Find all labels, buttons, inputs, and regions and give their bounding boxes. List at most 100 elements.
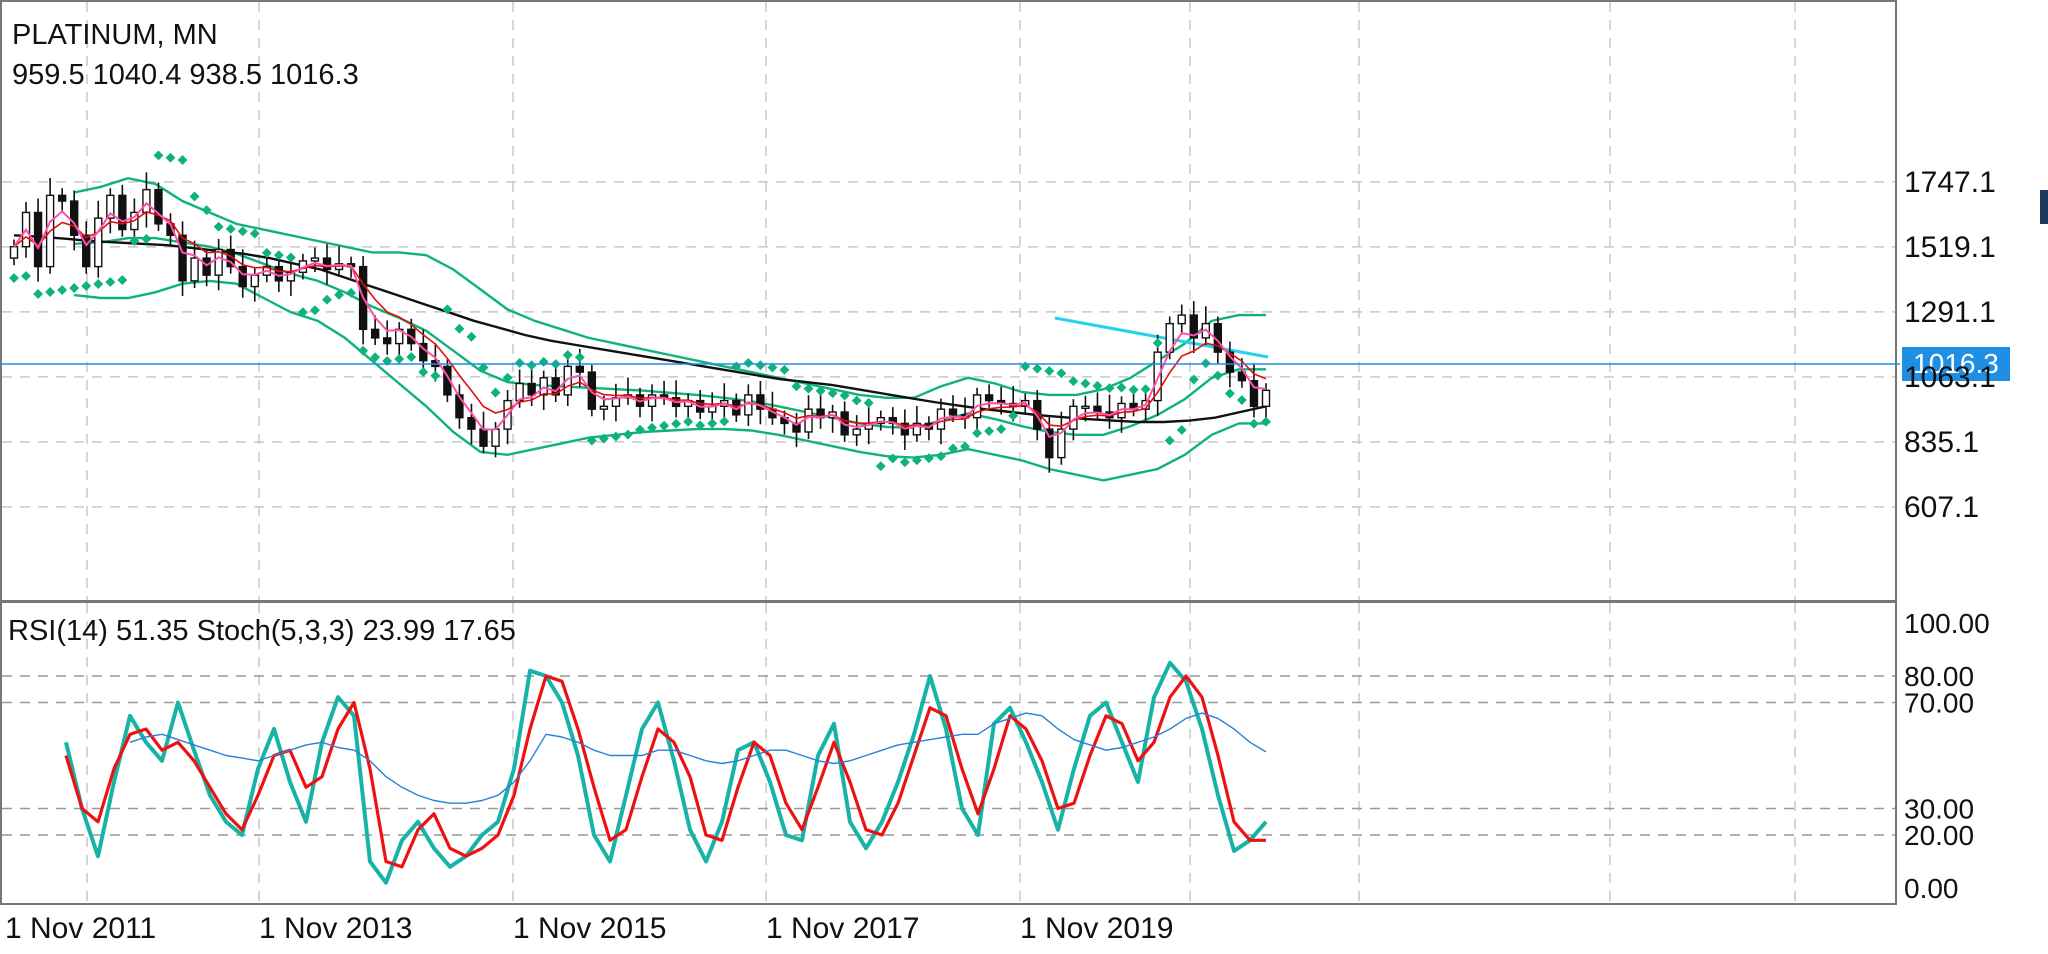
sar-dot [1116, 382, 1127, 393]
sar-dot [743, 358, 754, 368]
indicator-header: RSI(14) 51.35 Stoch(5,3,3) 23.99 17.65 [8, 615, 516, 647]
candle-body-down [527, 382, 536, 396]
sar-dot [177, 155, 188, 165]
sar-dot [899, 457, 910, 468]
sar-dot [1140, 384, 1151, 395]
sar-dot [659, 420, 670, 431]
sar-dot [683, 416, 694, 427]
candle-body-down [455, 394, 464, 419]
indicator-tick-label: 30.00 [1904, 794, 1974, 825]
sar-dot [430, 370, 441, 381]
stoch-d-line [64, 674, 1266, 869]
sar-dot [1188, 374, 1199, 385]
sar-dot [249, 228, 260, 239]
candle-body-down [382, 337, 392, 345]
rsi-line [129, 712, 1267, 804]
sar-dot [466, 331, 477, 342]
stoch-k-line [64, 660, 1268, 885]
candle-body-up [744, 394, 753, 416]
candle-body-down [69, 200, 79, 236]
candle-body-down [948, 408, 958, 416]
sar-dot [261, 247, 272, 258]
sar-dot [141, 234, 152, 244]
indicator-tick-label: 80.00 [1904, 661, 1974, 692]
candle-body-up [1177, 314, 1186, 325]
candle-body-up [142, 188, 151, 214]
sar-dot [647, 422, 657, 433]
sar-dot [454, 323, 465, 334]
sar-dot [1236, 395, 1247, 405]
sar-dot [1164, 435, 1175, 446]
sar-dot [671, 418, 682, 429]
trend-line [1054, 316, 1269, 359]
sar-dot [803, 383, 814, 394]
sar-dot [117, 275, 128, 285]
ema-fast-line [13, 201, 1267, 439]
sar-dot [779, 364, 790, 375]
sar-dot [1152, 338, 1163, 348]
cyan-trendline [1054, 316, 1269, 359]
candle-body-down [82, 234, 91, 268]
moving-averages [13, 201, 1267, 439]
price-tick-label: 1519.1 [1904, 231, 1996, 264]
candle-body-up [599, 405, 609, 410]
sar-dot [695, 420, 706, 431]
candle-body-up [804, 408, 813, 433]
candle-body-down [202, 257, 211, 276]
bollinger-bands [73, 176, 1266, 482]
sar-dot [310, 305, 320, 316]
sar-dot [334, 289, 344, 300]
candle-body-down [33, 211, 43, 268]
candle-body-down [1225, 351, 1235, 373]
sar-dot [358, 345, 369, 356]
sar-dot [370, 352, 381, 363]
main-grid [2, 2, 1895, 600]
ema-red-line [13, 210, 1267, 428]
indicator-tick-label: 20.00 [1904, 820, 1974, 851]
price-axis: 1747.1 1519.1 1291.1 1063.1 835.1 607.1 [1904, 166, 1996, 524]
sar-dot [1044, 366, 1055, 376]
candle-body-down [322, 257, 332, 271]
sar-dot [936, 451, 946, 462]
sar-dot [851, 395, 862, 406]
sar-dot [635, 424, 645, 435]
candle-body-down [984, 394, 994, 402]
sar-dot [1128, 384, 1139, 395]
time-tick-label: 1 Nov 2015 [513, 912, 666, 945]
candle-body-down [1189, 314, 1198, 339]
sar-dot [948, 443, 958, 454]
candle-body-down [575, 365, 585, 373]
time-axis: 1 Nov 2011 1 Nov 2013 1 Nov 2015 1 Nov 2017… [5, 912, 1173, 945]
sar-dot [1080, 378, 1091, 389]
sar-dot [237, 226, 248, 237]
sar-dot [1056, 368, 1067, 379]
candle-body-up [310, 257, 320, 262]
sar-dot [406, 352, 417, 362]
symbol-title: PLATINUM, MN [12, 19, 218, 51]
sar-dot [165, 152, 176, 163]
sar-dot [105, 277, 116, 287]
sar-dot [610, 431, 621, 442]
indicator-tick-label: 0.00 [1904, 873, 1959, 904]
bollinger-middle [73, 236, 1266, 436]
scroll-edge-marker[interactable] [2040, 190, 2048, 224]
sar-dot [984, 426, 995, 437]
sar-dot [574, 352, 585, 363]
candle-body-up [106, 194, 115, 219]
candle-body-up [250, 274, 259, 288]
candle-body-down [792, 422, 801, 433]
sar-dot [1020, 361, 1031, 372]
sar-dot [1249, 418, 1259, 429]
candle-body-down [1045, 428, 1054, 459]
time-tick-label: 1 Nov 2017 [766, 912, 919, 945]
sar-dot [346, 287, 357, 298]
price-tick-label: 1291.1 [1904, 296, 1996, 329]
sar-dot [1068, 376, 1079, 387]
candle-body-down [370, 328, 380, 339]
sar-dot [129, 236, 140, 246]
sar-dot [1176, 425, 1187, 435]
sar-dot [1032, 363, 1043, 374]
sar-dot [9, 273, 19, 283]
